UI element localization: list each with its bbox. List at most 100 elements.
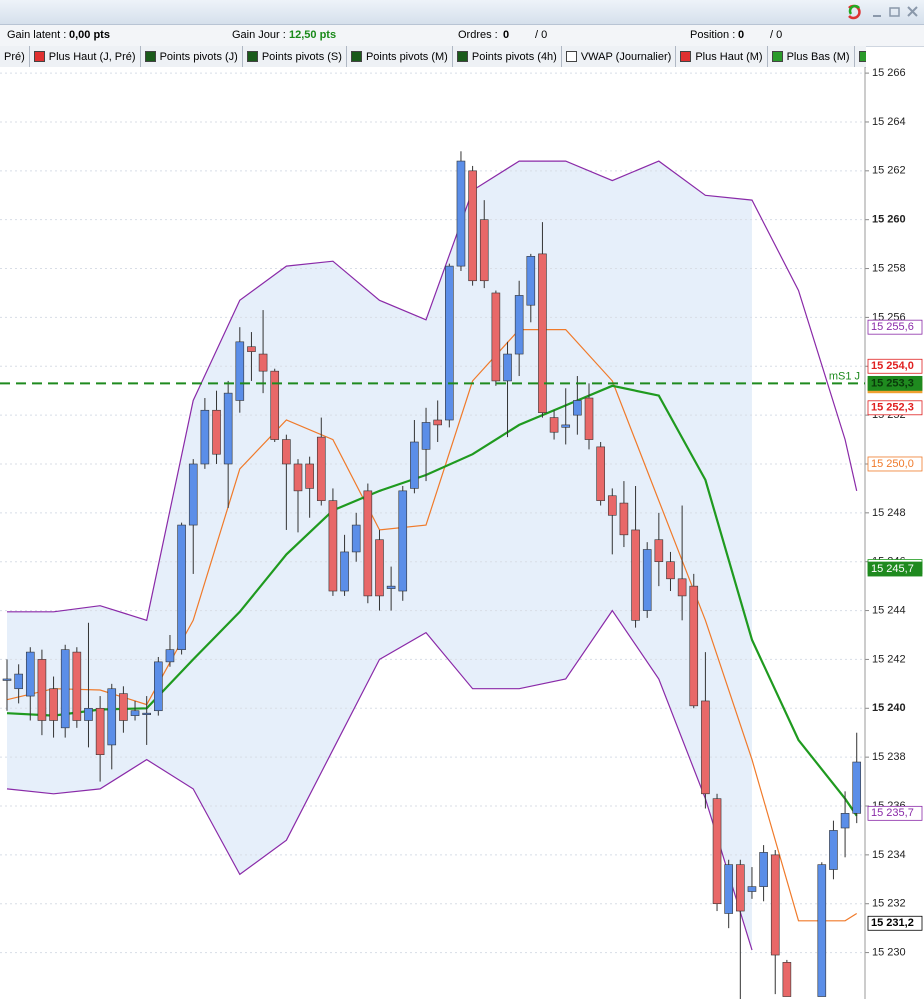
candle-body [631,529,640,621]
candle-body [596,446,605,501]
candle-body [212,409,221,455]
candle-body [84,707,93,721]
indicator-tab[interactable]: Points pivots (J) [141,46,243,67]
candle-body [852,761,862,814]
tab-label: Plus Bas (M) [786,50,850,63]
tab-icon [456,51,468,62]
value: / 0 [770,29,783,41]
price-tag-label: 15 253,3 [871,377,914,389]
price-tag-label: 15 231,2 [871,917,914,929]
value: / 0 [535,29,548,41]
indicator-tab[interactable]: Points pivots (M) [347,46,453,67]
candle-body [736,864,745,912]
candle-body [584,397,594,440]
candle-body [747,886,757,892]
tab-icon [33,51,45,62]
indicator-tab[interactable]: Plus Bas (M) [768,46,855,67]
candle-body [456,160,466,267]
tab-label: Points pivots (4h) [471,50,557,63]
candle-body [107,688,117,746]
candle-body [223,392,233,465]
candle-body [37,659,47,721]
indicator-tab[interactable]: Plus Haut (J, Pré) [30,46,141,67]
candle-body [759,852,768,887]
indicator-tab[interactable]: Pré) [0,46,30,67]
candle-body [654,539,664,563]
candle-body [316,436,326,501]
indicator-tabs: Pré) Plus Haut (J, Pré) Points pivots (J) P… [0,46,866,68]
maximize-button[interactable] [889,7,900,17]
candle-body [619,502,629,536]
y-tick-label: 15 264 [872,116,906,128]
label: Ordres : [458,29,498,41]
value: 12,50 pts [289,29,337,41]
candle-body [119,693,128,721]
price-tag-box [867,561,923,577]
candle-body [410,441,419,489]
y-tick-label: 15 258 [872,262,906,274]
label: Position : [690,29,736,41]
pivot-label: mS1 J [829,370,860,382]
indicator-tab[interactable]: Points pivots (S) [243,46,347,67]
label: Gain Jour : [232,29,286,41]
tab-icon [771,51,783,62]
candle-body [468,170,477,282]
tab-icon [246,51,258,62]
candle-body [701,700,710,795]
tab-label: Points pivots (J) [159,50,238,63]
candle-body [2,678,12,681]
value: 0,00 pts [69,29,110,41]
candle-body [258,353,268,372]
y-tick-label: 15 230 [872,946,906,958]
tab-icon [858,51,866,62]
price-tag-label: 15 252,3 [871,402,914,414]
indicator-tab[interactable]: VWAP (Journalier) [562,46,677,67]
price-tag-label: 15 254,0 [871,360,914,372]
candle-body [421,422,431,450]
candle-body [49,688,58,721]
y-tick-label: 15 244 [872,604,906,616]
tab-icon [680,51,692,62]
candle-body [363,490,373,597]
window-controls [848,4,918,20]
price-tag-box [867,805,923,821]
candle-body [235,341,245,401]
close-button[interactable] [907,6,918,17]
y-tick-label: 15 262 [872,165,906,177]
candle-body [165,649,175,663]
price-tag-box [867,319,923,335]
candle-body [386,585,396,589]
candle-body [526,256,536,306]
candle-body [142,712,151,715]
candle-body [840,813,850,829]
candle-body [60,649,70,729]
candle-body [177,524,186,650]
candle-body [25,651,35,697]
candle-body [375,539,384,597]
title-bar [0,0,924,25]
candle-body [130,710,140,716]
tab-icon [350,51,362,62]
tab-label: Plus Haut (M) [695,50,763,63]
value: 0 [503,29,510,41]
indicator-tab[interactable]: Plus Bas [855,46,866,67]
indicator-tab[interactable]: Plus Haut (M) [676,46,768,67]
price-tag-box [867,456,923,472]
tab-label: Points pivots (M) [365,50,448,63]
candle-body [340,551,349,592]
candle-body [293,463,303,492]
tab-label: Plus Haut (J, Pré) [48,50,136,63]
candle-body [270,370,280,440]
tab-label: VWAP (Journalier) [580,50,672,63]
candle-body [445,265,454,421]
candle-body [712,798,722,905]
candle-body [782,962,792,997]
price-tag-box [867,358,923,374]
candle-body [200,409,210,465]
indicator-tab[interactable]: Points pivots (4h) [453,46,562,67]
candle-body [607,495,617,516]
candle-body [561,424,571,428]
y-tick-label: 15 266 [872,67,906,79]
y-tick-label: 15 240 [872,702,906,714]
